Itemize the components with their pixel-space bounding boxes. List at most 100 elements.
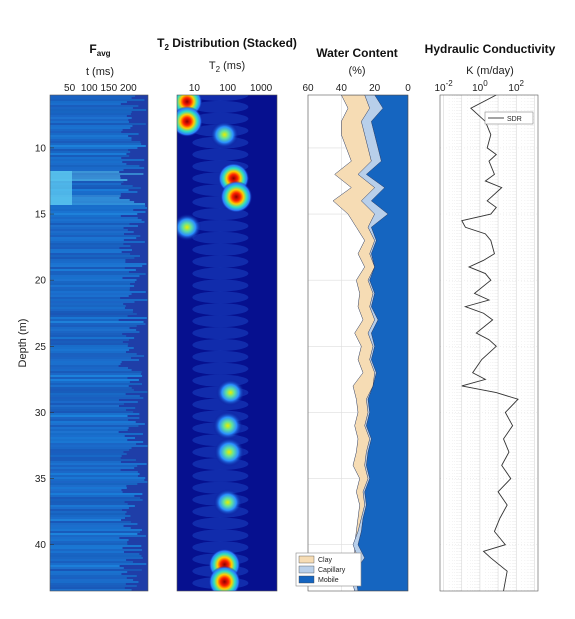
favg-xtick-label: 50: [64, 83, 76, 94]
t2-heatmap-band: [192, 95, 249, 101]
favg-heatmap-stripe: [50, 523, 138, 525]
t2-heatmap-band: [192, 469, 249, 482]
favg-heatmap-stripe: [50, 339, 129, 341]
favg-heatmap-stripe: [50, 355, 145, 357]
favg-heatmap-stripe: [50, 95, 136, 97]
favg-heatmap-stripe: [50, 227, 124, 229]
favg-heatmap-stripe: [50, 241, 145, 243]
favg-heatmap-stripe: [50, 199, 130, 201]
favg-heatmap-stripe: [50, 491, 123, 493]
favg-heatmap-stripe: [50, 385, 129, 387]
favg-heatmap-stripe: [50, 257, 135, 259]
t2-heatmap-band: [192, 267, 249, 280]
favg-heatmap-highlight: [50, 197, 72, 199]
favg-heatmap-stripe: [50, 285, 135, 287]
favg-heatmap-stripe: [50, 101, 127, 103]
favg-heatmap-stripe: [50, 361, 122, 363]
favg-heatmap-stripe: [50, 397, 144, 399]
favg-heatmap-stripe: [50, 143, 142, 145]
t2-hotspot: [220, 180, 253, 213]
favg-heatmap-stripe: [50, 283, 131, 285]
favg-heatmap-stripe: [50, 139, 132, 141]
favg-heatmap-highlight: [50, 181, 72, 183]
favg-heatmap-stripe: [50, 437, 136, 439]
favg-heatmap-stripe: [50, 353, 137, 355]
favg-heatmap-highlight: [50, 179, 72, 181]
favg-heatmap-highlight: [50, 203, 72, 205]
favg-heatmap-stripe: [50, 463, 147, 465]
favg-heatmap-stripe: [50, 301, 135, 303]
favg-heatmap-stripe: [50, 319, 119, 321]
favg-heatmap-stripe: [50, 111, 132, 113]
favg-heatmap-stripe: [50, 565, 120, 567]
depth-tick-label: 35: [35, 474, 47, 485]
favg-heatmap-stripe: [50, 419, 129, 421]
favg-heatmap-stripe: [50, 567, 124, 569]
favg-heatmap-stripe: [50, 499, 143, 501]
favg-heatmap-stripe: [50, 443, 137, 445]
favg-xticks: 50 100 150 200: [64, 83, 137, 94]
favg-heatmap-stripe: [50, 581, 139, 583]
favg-heatmap-stripe: [50, 517, 125, 519]
favg-heatmap-stripe: [50, 483, 138, 485]
favg-heatmap-stripe: [50, 157, 122, 159]
depth-tick-label: 40: [35, 540, 47, 551]
favg-heatmap-stripe: [50, 407, 136, 409]
legend-label-sdr: SDR: [507, 116, 522, 123]
favg-heatmap-stripe: [50, 411, 134, 413]
k-line-sdr: [461, 95, 519, 591]
favg-xtick-label: 150: [100, 83, 117, 94]
t2-heatmap-band: [192, 243, 249, 256]
depth-tick-label: 25: [35, 342, 47, 353]
favg-heatmap-stripe: [50, 503, 128, 505]
t2-heatmap-band: [192, 255, 249, 268]
t2-heatmap-band: [192, 303, 249, 316]
favg-heatmap-stripe: [50, 149, 129, 151]
favg-heatmap-stripe: [50, 161, 123, 163]
favg-heatmap-stripe: [50, 501, 125, 503]
favg-heatmap-stripe: [50, 303, 124, 305]
favg-heatmap-stripe: [50, 305, 126, 307]
favg-heatmap-stripe: [50, 575, 137, 577]
favg-heatmap-stripe: [50, 573, 122, 575]
favg-heatmap-stripe: [50, 381, 130, 383]
t2-heatmap: [177, 95, 277, 591]
favg-heatmap-stripe: [50, 107, 133, 109]
favg-heatmap-stripe: [50, 273, 146, 275]
favg-heatmap-highlight: [50, 191, 72, 193]
favg-heatmap-stripe: [50, 145, 146, 147]
favg-heatmap-stripe: [50, 459, 136, 461]
favg-heatmap-highlight: [50, 189, 72, 191]
favg-heatmap-stripe: [50, 521, 131, 523]
favg-heatmap-stripe: [50, 505, 135, 507]
favg-heatmap-stripe: [50, 127, 131, 129]
favg-heatmap-stripe: [50, 379, 139, 381]
favg-heatmap-stripe: [50, 307, 125, 309]
k-legend-box: [484, 111, 534, 125]
panel-hydraulic-conductivity: Hydraulic Conductivity K (m/day) 10-2 100…: [425, 42, 556, 592]
favg-heatmap-stripe: [50, 445, 148, 447]
k-grid: [440, 95, 538, 591]
favg-heatmap-stripe: [50, 493, 143, 495]
t2-heatmap-band: [192, 279, 249, 292]
favg-heatmap-stripe: [50, 237, 137, 239]
k-axes-background: [440, 95, 538, 591]
favg-heatmap-stripe: [50, 105, 139, 107]
favg-heatmap-stripe: [50, 425, 139, 427]
favg-heatmap-stripe: [50, 509, 123, 511]
favg-heatmap-stripe: [50, 259, 126, 261]
favg-heatmap-stripe: [50, 279, 137, 281]
favg-heatmap-stripe: [50, 125, 133, 127]
favg-heatmap-stripe: [50, 467, 135, 469]
k-lines: [461, 95, 519, 591]
k-xtick-label: 102: [508, 79, 524, 94]
favg-heatmap-stripe: [50, 309, 134, 311]
t2-heatmap-band: [192, 327, 249, 340]
favg-xtick-label: 100: [81, 83, 98, 94]
favg-heatmap-stripe: [50, 133, 139, 135]
favg-heatmap-stripe: [50, 347, 134, 349]
favg-heatmap-stripe: [50, 191, 138, 193]
favg-xlabel: t (ms): [86, 66, 114, 78]
favg-heatmap-stripe: [50, 197, 120, 199]
favg-heatmap-stripe: [50, 585, 137, 587]
